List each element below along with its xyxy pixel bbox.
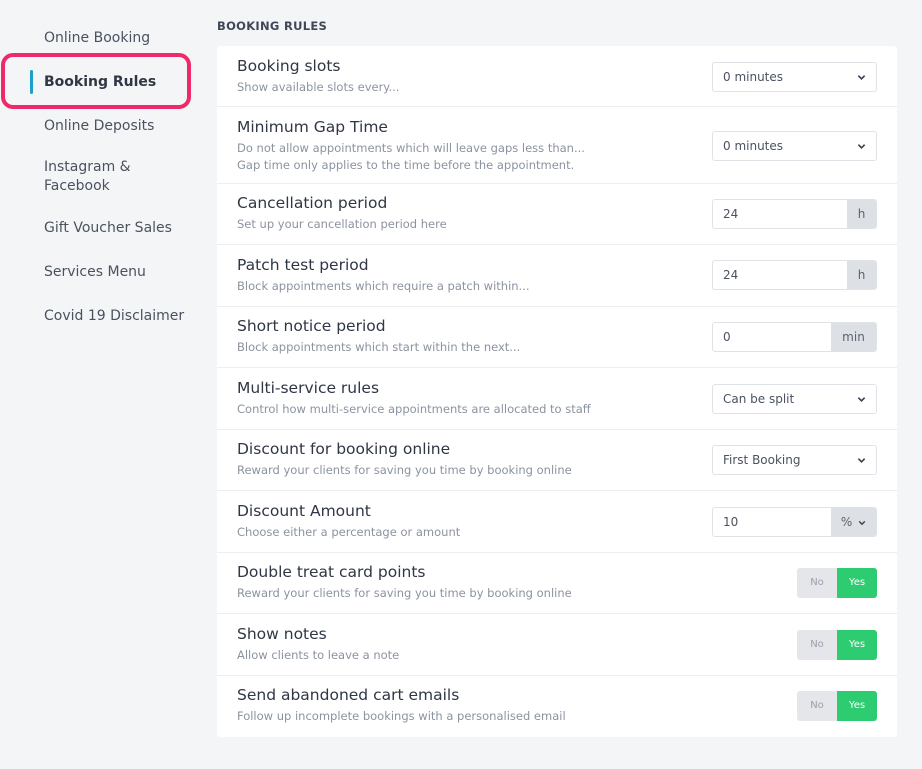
booking-slots-select[interactable]: 0 minutes — [712, 62, 877, 92]
multi-service-rules-select[interactable]: Can be split — [712, 384, 877, 414]
rule-title: Double treat card points — [237, 563, 426, 581]
rule-description: Set up your cancellation period here — [237, 217, 447, 231]
short-notice-period-input-group: min — [712, 322, 877, 352]
rule-short-notice-period: Short notice period Block appointments w… — [217, 307, 897, 368]
select-value: 0 minutes — [723, 70, 784, 84]
sidebar-item-gift-voucher-sales[interactable]: Gift Voucher Sales — [44, 220, 172, 236]
rule-send-abandoned-cart-emails: Send abandoned cart emails Follow up inc… — [217, 676, 897, 737]
rule-title: Patch test period — [237, 256, 369, 274]
select-value: First Booking — [723, 453, 801, 467]
sidebar-item-label: Facebook — [44, 178, 110, 194]
rule-title: Cancellation period — [237, 194, 388, 212]
unit-addon: min — [831, 323, 876, 351]
rule-description: Choose either a percentage or amount — [237, 525, 461, 539]
toggle-yes-button[interactable]: Yes — [837, 630, 877, 660]
rule-title: Multi-service rules — [237, 379, 380, 397]
rule-description: Control how multi-service appointments a… — [237, 402, 591, 416]
sidebar-item-instagram-facebook[interactable]: Instagram & Facebook — [44, 158, 131, 196]
double-treat-card-points-toggle: No Yes — [797, 568, 877, 598]
cancellation-period-input[interactable] — [713, 200, 848, 228]
section-title: BOOKING RULES — [217, 19, 328, 33]
toggle-no-button[interactable]: No — [797, 630, 837, 660]
sidebar-item-booking-rules[interactable]: Booking Rules — [44, 74, 157, 90]
discount-for-booking-online-select[interactable]: First Booking — [712, 445, 877, 475]
sidebar-item-covid-19-disclaimer[interactable]: Covid 19 Disclaimer — [44, 308, 185, 324]
rule-title: Discount for booking online — [237, 440, 451, 458]
rule-description: Show available slots every... — [237, 80, 400, 94]
rule-description: Reward your clients for saving you time … — [237, 463, 572, 477]
chevron-down-icon — [857, 75, 866, 80]
minimum-gap-time-select[interactable]: 0 minutes — [712, 131, 877, 161]
chevron-down-icon — [857, 397, 866, 402]
toggle-no-button[interactable]: No — [797, 691, 837, 721]
short-notice-period-input[interactable] — [713, 323, 832, 351]
discount-amount-input[interactable] — [713, 508, 832, 536]
patch-test-period-input-group: h — [712, 260, 877, 290]
toggle-yes-button[interactable]: Yes — [837, 568, 877, 598]
sidebar-item-services-menu[interactable]: Services Menu — [44, 264, 146, 280]
unit-addon: h — [847, 200, 876, 228]
rule-discount-amount: Discount Amount Choose either a percenta… — [217, 491, 897, 553]
rule-description: Block appointments which require a patch… — [237, 279, 530, 293]
show-notes-toggle: No Yes — [797, 630, 877, 660]
settings-sidebar: Online Booking Booking Rules Online Depo… — [0, 0, 200, 769]
rule-title: Send abandoned cart emails — [237, 686, 460, 704]
sidebar-item-online-deposits[interactable]: Online Deposits — [44, 118, 155, 134]
select-value: Can be split — [723, 392, 795, 406]
toggle-no-button[interactable]: No — [797, 568, 837, 598]
rule-description: Gap time only applies to the time before… — [237, 158, 575, 172]
toggle-yes-button[interactable]: Yes — [837, 691, 877, 721]
rule-title: Show notes — [237, 625, 327, 643]
rule-show-notes: Show notes Allow clients to leave a note… — [217, 614, 897, 676]
rule-cancellation-period: Cancellation period Set up your cancella… — [217, 184, 897, 245]
patch-test-period-input[interactable] — [713, 261, 848, 289]
rule-description: Block appointments which start within th… — [237, 340, 521, 354]
send-abandoned-cart-emails-toggle: No Yes — [797, 691, 877, 721]
rule-description: Allow clients to leave a note — [237, 648, 400, 662]
unit-value: % — [840, 515, 853, 529]
active-item-indicator — [30, 70, 33, 94]
booking-rules-panel: Booking slots Show available slots every… — [217, 46, 897, 737]
rule-title: Booking slots — [237, 57, 341, 75]
rule-title: Discount Amount — [237, 502, 371, 520]
discount-unit-select[interactable]: % — [831, 508, 876, 536]
chevron-down-icon — [857, 144, 866, 149]
chevron-down-icon — [857, 458, 866, 463]
rule-booking-slots: Booking slots Show available slots every… — [217, 46, 897, 107]
rule-double-treat-card-points: Double treat card points Reward your cli… — [217, 553, 897, 614]
sidebar-item-online-booking[interactable]: Online Booking — [44, 30, 151, 46]
rule-discount-for-booking-online: Discount for booking online Reward your … — [217, 430, 897, 491]
rule-title: Minimum Gap Time — [237, 118, 388, 136]
unit-addon: h — [847, 261, 876, 289]
cancellation-period-input-group: h — [712, 199, 877, 229]
rule-description: Do not allow appointments which will lea… — [237, 141, 585, 155]
rule-description: Follow up incomplete bookings with a per… — [237, 709, 566, 723]
rule-patch-test-period: Patch test period Block appointments whi… — [217, 245, 897, 307]
chevron-down-icon — [858, 520, 866, 525]
select-value: 0 minutes — [723, 139, 784, 153]
sidebar-item-label: Instagram & — [44, 159, 131, 175]
rule-title: Short notice period — [237, 317, 386, 335]
rule-description: Reward your clients for saving you time … — [237, 586, 572, 600]
rule-multi-service-rules: Multi-service rules Control how multi-se… — [217, 368, 897, 430]
discount-amount-input-group: % — [712, 507, 877, 537]
rule-minimum-gap-time: Minimum Gap Time Do not allow appointmen… — [217, 107, 897, 184]
